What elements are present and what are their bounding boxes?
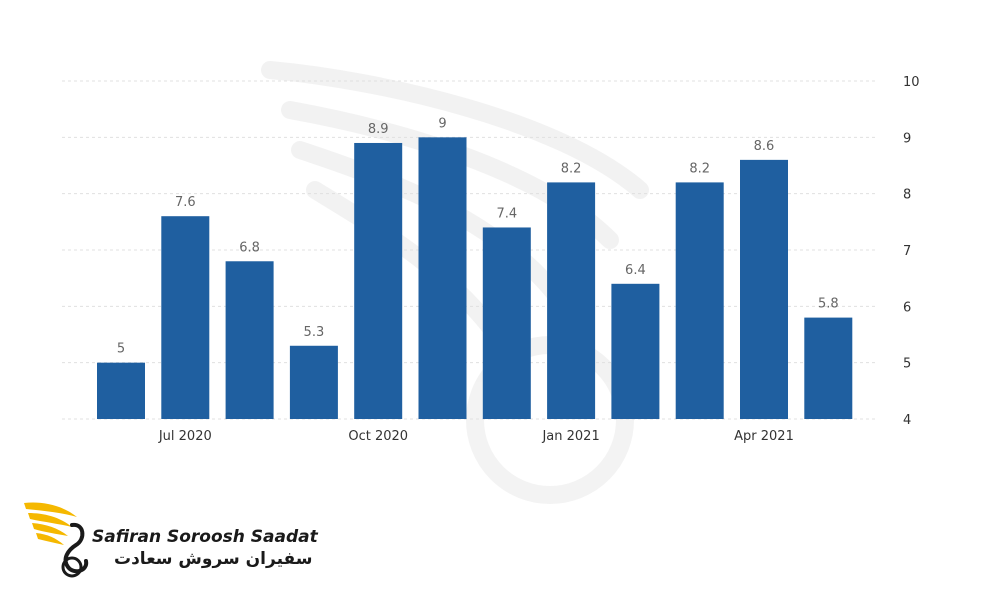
y-tick-label: 5 [903, 357, 911, 372]
y-tick-label: 4 [903, 413, 911, 428]
x-axis-ticks: Jul 2020 Oct 2020 Jan 2021 Apr 2021 [158, 429, 794, 444]
bar [225, 261, 274, 419]
bar [97, 362, 145, 419]
data-label: 8.2 [689, 161, 710, 176]
bar [418, 137, 467, 420]
x-tick-label: Apr 2021 [734, 429, 794, 444]
brand-name-fa: سفیران سروش سعادت [114, 549, 313, 569]
bar [740, 159, 788, 419]
brand-name-en: Safiran Soroosh Saadat [92, 527, 318, 547]
data-label: 7.6 [175, 195, 196, 210]
data-label: 7.4 [496, 206, 517, 221]
data-label: 6.8 [239, 240, 260, 255]
bar [161, 216, 210, 419]
bars-group [97, 137, 853, 420]
data-label: 8.6 [754, 139, 775, 154]
data-label: 9 [438, 116, 446, 131]
data-label: 8.9 [368, 122, 389, 137]
y-tick-label: 8 [903, 188, 911, 203]
y-tick-label: 9 [903, 131, 911, 146]
bar [547, 182, 596, 419]
x-tick-label: Jan 2021 [541, 429, 599, 444]
data-label: 8.2 [561, 161, 582, 176]
bar [289, 345, 338, 419]
x-tick-label: Jul 2020 [158, 429, 212, 444]
winged-logo-icon [24, 502, 89, 578]
data-label: 5.8 [818, 297, 839, 312]
bar [675, 182, 724, 419]
bar [611, 283, 660, 419]
brand-logo: Safiran Soroosh Saadat سفیران سروش سعادت [22, 495, 318, 585]
data-label: 6.4 [625, 263, 646, 278]
x-tick-label: Oct 2020 [348, 429, 408, 444]
y-axis-ticks: 4 5 6 7 8 9 10 [903, 75, 920, 428]
bar [804, 317, 853, 419]
y-tick-label: 6 [903, 300, 911, 315]
data-labels-group: 5 7.6 6.8 5.3 8.9 9 7.4 8.2 6.4 8.2 8.6 5.8 [117, 116, 839, 356]
bar [354, 142, 403, 419]
y-tick-label: 7 [903, 244, 911, 259]
data-label: 5.3 [304, 325, 325, 340]
data-label: 5 [117, 342, 125, 357]
y-tick-label: 10 [903, 75, 920, 90]
bar [482, 227, 531, 419]
